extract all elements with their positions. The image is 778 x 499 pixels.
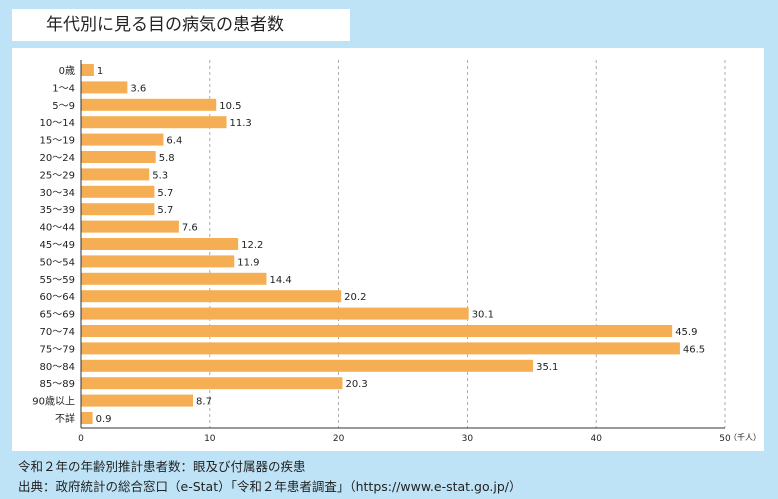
chart-panel: 0 10 20 30 40 50 （千人） 0歳 1 1～4 3.6 5～9 10.5 10～14 11.3… — [12, 48, 764, 451]
x-tick-label: 50 — [719, 434, 731, 444]
value-label: 30.1 — [472, 310, 494, 321]
value-label: 20.3 — [345, 379, 367, 390]
bar — [81, 394, 194, 407]
value-label: 20.2 — [344, 292, 366, 303]
bar — [81, 133, 164, 146]
bar — [81, 116, 227, 129]
bar — [81, 272, 267, 285]
category-label: 45～49 — [40, 240, 75, 251]
category-label: 25～29 — [40, 170, 75, 181]
value-label: 45.9 — [675, 327, 697, 338]
category-label: 80～84 — [40, 362, 75, 373]
x-tick-label: 40 — [590, 434, 602, 444]
category-label: 55～59 — [40, 275, 75, 286]
bar — [81, 185, 155, 198]
bar — [81, 290, 342, 303]
category-label: 5～9 — [52, 101, 75, 112]
value-label: 5.7 — [157, 188, 173, 199]
category-label: 40～44 — [40, 223, 75, 234]
x-unit-label: （千人） — [729, 432, 761, 442]
category-label: 75～79 — [40, 344, 75, 355]
category-label: 70～74 — [40, 327, 75, 338]
x-tick-label: 20 — [333, 434, 345, 444]
value-label: 1 — [97, 66, 103, 77]
x-tick-label: 30 — [462, 434, 474, 444]
category-label: 65～69 — [40, 310, 75, 321]
bar — [81, 342, 680, 355]
value-label: 6.4 — [166, 136, 182, 147]
category-label: 0歳 — [59, 65, 75, 77]
value-label: 10.5 — [219, 101, 241, 112]
bar — [81, 377, 343, 390]
bar — [81, 98, 217, 111]
value-label: 8.7 — [196, 397, 212, 408]
value-label: 0.9 — [96, 414, 112, 425]
category-label: 30～34 — [40, 188, 75, 199]
value-label: 7.6 — [182, 223, 198, 234]
bar — [81, 168, 150, 181]
bar — [81, 151, 156, 163]
chart-title: 年代別に見る目の病気の患者数 — [12, 9, 350, 41]
category-label: 35～39 — [40, 205, 75, 216]
category-label: 10～14 — [40, 118, 75, 129]
value-label: 3.6 — [130, 83, 146, 94]
category-label: 15～19 — [40, 136, 75, 147]
bar — [81, 307, 469, 320]
value-label: 11.9 — [237, 257, 259, 268]
category-label: 85～89 — [40, 379, 75, 390]
x-tick-label: 0 — [78, 434, 84, 444]
bar-chart: 0 10 20 30 40 50（千人） 0歳 1 1～4 3.6 5～9 10.5 10～14 11.3… — [32, 60, 761, 444]
value-label: 14.4 — [269, 275, 291, 286]
bar — [81, 255, 235, 268]
category-label: 20～24 — [40, 153, 75, 164]
bar — [81, 64, 94, 76]
category-label: 60～64 — [40, 292, 75, 303]
footnote-description: 令和２年の年齢別推計患者数：眼及び付属器の疾患 — [18, 459, 306, 474]
bar — [81, 203, 155, 216]
value-label: 35.1 — [536, 362, 558, 373]
bar — [81, 325, 673, 337]
value-label: 11.3 — [230, 118, 252, 129]
bar — [81, 220, 179, 233]
value-label: 5.3 — [152, 170, 168, 181]
bar — [81, 81, 128, 94]
bar — [81, 412, 93, 424]
category-label: 不詳 — [55, 412, 75, 425]
bar — [81, 238, 239, 250]
x-tick-label: 10 — [204, 434, 216, 444]
category-label: 50～54 — [40, 257, 75, 268]
category-label: 90歳以上 — [32, 396, 75, 408]
value-label: 5.8 — [159, 153, 175, 164]
bar — [81, 359, 534, 372]
value-label: 46.5 — [683, 344, 705, 355]
footnote-source: 出典：政府統計の総合窓口（e-Stat）「令和２年患者調査」（https://w… — [18, 479, 522, 494]
value-label: 12.2 — [241, 240, 263, 251]
category-label: 1～4 — [52, 83, 75, 94]
value-label: 5.7 — [157, 205, 173, 216]
